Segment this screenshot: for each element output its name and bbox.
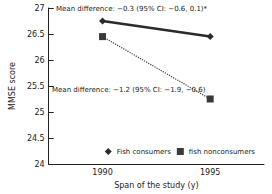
svg-text:fish nonconsumers: fish nonconsumers <box>189 148 256 156</box>
svg-text:24: 24 <box>35 160 45 169</box>
svg-text:1990: 1990 <box>92 168 112 177</box>
svg-text:24.5: 24.5 <box>27 134 45 143</box>
svg-text:Fish consumers: Fish consumers <box>117 148 171 156</box>
svg-text:Mean difference: −1.2 (95% CI:: Mean difference: −1.2 (95% CI: −1.9, −0.… <box>52 86 206 94</box>
svg-text:Span of the study (y): Span of the study (y) <box>114 181 198 190</box>
svg-text:26.5: 26.5 <box>27 30 45 39</box>
svg-text:26: 26 <box>35 56 45 65</box>
svg-text:Mean difference: −0.3 (95% CI:: Mean difference: −0.3 (95% CI: −0.6, 0.1… <box>56 5 208 13</box>
svg-text:25.5: 25.5 <box>27 82 45 91</box>
svg-text:1995: 1995 <box>200 168 220 177</box>
svg-text:MMSE score: MMSE score <box>8 62 17 110</box>
svg-text:27: 27 <box>35 4 45 13</box>
svg-text:25: 25 <box>35 108 45 117</box>
